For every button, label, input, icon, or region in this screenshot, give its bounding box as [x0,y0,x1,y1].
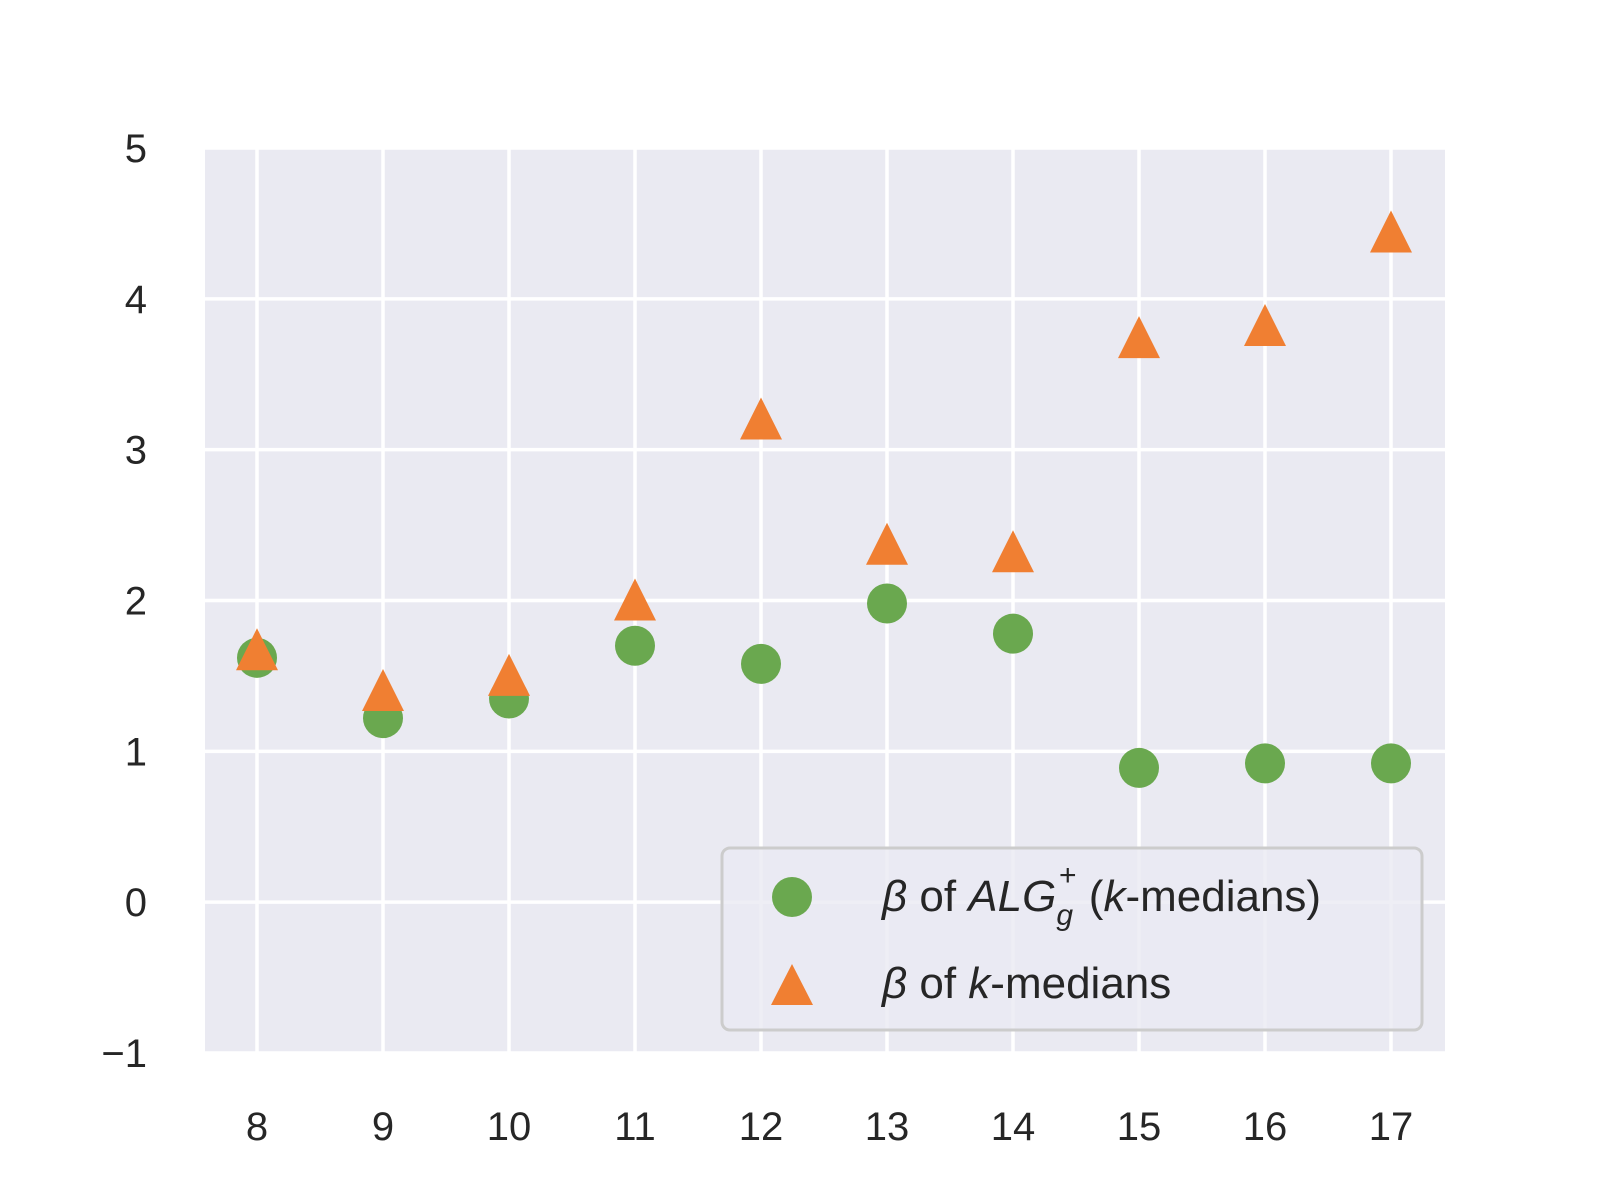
legend-marker-triangle [771,964,813,1005]
data-point-circle [741,643,781,684]
x-tick-labels: 8 9 10 11 12 13 14 15 16 17 [246,1105,1413,1149]
legend-box [720,846,1424,1032]
x-tick-label: 11 [614,1105,656,1149]
y-tick-label: 0 [125,881,147,925]
y-tick-labels: −1 0 1 2 3 4 5 [101,127,147,1076]
y-tick-label: 3 [125,429,147,473]
data-point-triangle [1370,210,1412,253]
y-tick-label: 5 [125,127,147,171]
data-point-triangle [1118,316,1160,359]
y-tick-label: 2 [125,580,147,624]
x-tick-label: 12 [739,1105,784,1149]
data-point-circle [993,613,1033,654]
legend-label-alg: β of ALGg+ (k-medians) [880,859,1321,932]
x-tick-label: 8 [246,1105,268,1149]
legend-marker-circle [772,877,812,917]
x-tick-label: 13 [865,1105,910,1149]
series-kmedians-points [236,210,1412,712]
data-point-triangle [362,669,404,712]
data-point-triangle [236,628,278,671]
x-tick-label: 15 [1117,1105,1162,1149]
y-tick-label: 4 [125,278,147,322]
data-point-circle [615,625,655,666]
x-tick-label: 14 [991,1105,1036,1149]
data-point-circle [1119,747,1159,788]
x-tick-label: 9 [372,1105,394,1149]
data-point-triangle [740,397,782,440]
data-point-circle [1371,743,1411,784]
data-point-circle [1245,743,1285,784]
y-tick-label: −1 [101,1032,147,1076]
x-tick-label: 17 [1369,1105,1414,1149]
data-point-triangle [866,522,908,565]
y-tick-label: 1 [125,730,147,774]
x-tick-label: 10 [487,1105,532,1149]
data-point-triangle [992,530,1034,573]
data-point-triangle [488,653,530,696]
legend-label-kmedians: β of k-medians [880,959,1171,1008]
x-tick-label: 16 [1243,1105,1288,1149]
data-point-triangle [1244,304,1286,346]
data-point-circle [867,583,907,624]
legend: β of ALGg+ (k-medians) β of k-medians [720,846,1424,1032]
data-point-triangle [614,578,656,621]
